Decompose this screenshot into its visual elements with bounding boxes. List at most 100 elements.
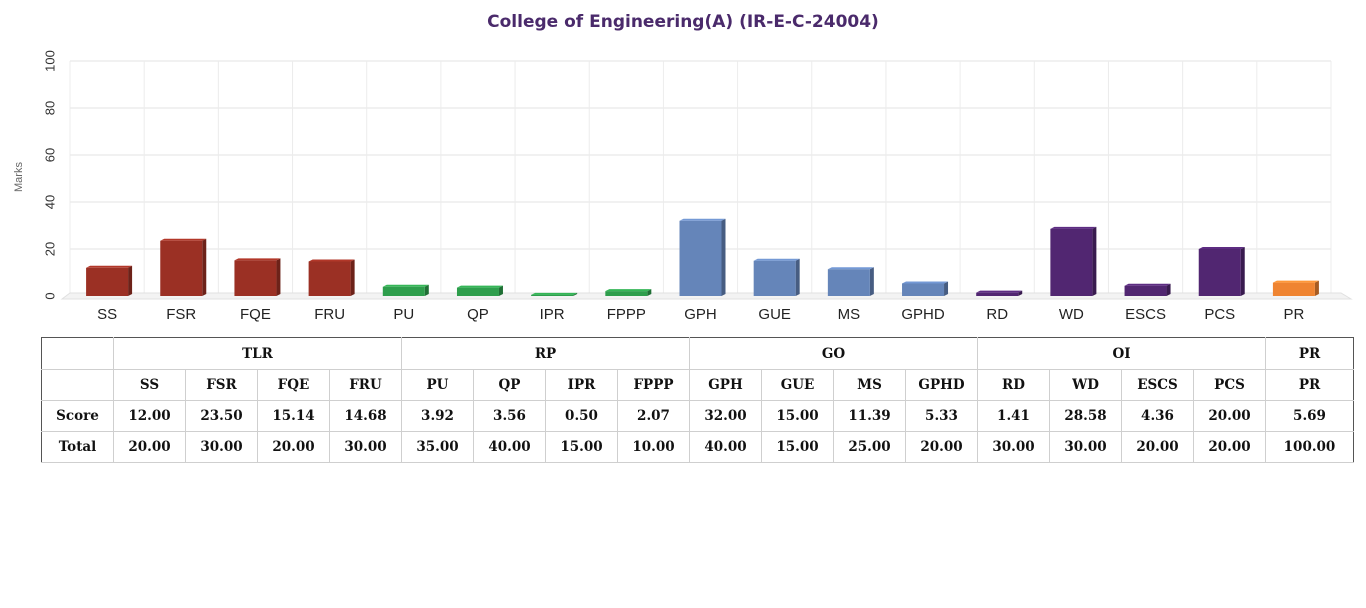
bar-top	[456, 285, 503, 288]
bar-top	[827, 267, 874, 270]
table-cell: 15.00	[761, 400, 834, 432]
bar-front	[531, 294, 574, 296]
table-cell: 2.07	[617, 400, 690, 432]
y-tick-label: 80	[43, 101, 58, 115]
table-cell: 30.00	[185, 431, 258, 463]
table-cell: 40.00	[473, 431, 546, 463]
table-row-score: Score 12.00 23.50 15.14 14.68 3.92 3.56 0.50 2.0…	[41, 400, 1354, 432]
bar-front	[827, 269, 870, 296]
bar-fsr	[160, 238, 207, 296]
bar-fppp	[605, 289, 652, 296]
column-header-qp: QP	[473, 369, 546, 401]
bar-top	[1050, 226, 1097, 229]
bar-side	[424, 284, 429, 296]
group-header-oi: OI	[977, 337, 1266, 370]
column-header-fppp: FPPP	[617, 369, 690, 401]
bar-pr	[1272, 280, 1319, 296]
table-cell: 12.00	[113, 400, 186, 432]
bar-ms	[827, 267, 874, 296]
bar-front	[308, 261, 351, 296]
bar-side	[721, 218, 726, 296]
table-cell: 5.69	[1265, 400, 1354, 432]
x-tick-label: FQE	[240, 306, 271, 323]
bar-top	[902, 281, 949, 284]
table-cell: 20.00	[257, 431, 330, 463]
table-row-total: Total 20.00 30.00 20.00 30.00 35.00 40.00 15.00…	[41, 431, 1354, 463]
x-tick-label: WD	[1059, 306, 1084, 323]
bar-top	[605, 289, 652, 292]
marks-table: TLR RP GO OI PR SS FSR FQE FRU PU QP IPR FPPP GPH GUE M…	[41, 337, 1354, 463]
bar-front	[86, 267, 129, 296]
bar-top	[976, 290, 1023, 293]
bar-qp	[456, 285, 503, 296]
bar-escs	[1124, 283, 1171, 296]
column-header-ipr: IPR	[545, 369, 618, 401]
bar-side	[128, 265, 133, 296]
column-header-ss: SS	[113, 369, 186, 401]
column-header-gue: GUE	[761, 369, 834, 401]
bar-front	[382, 286, 425, 296]
table-corner-cell	[41, 369, 114, 401]
bar-wd	[1050, 226, 1097, 296]
group-header-pr: PR	[1265, 337, 1354, 370]
x-tick-label: QP	[467, 306, 489, 323]
column-header-fru: FRU	[329, 369, 402, 401]
bar-side	[795, 258, 800, 296]
x-tick-label: FSR	[166, 306, 196, 323]
table-cell: 11.39	[833, 400, 906, 432]
bar-top	[382, 284, 429, 287]
bar-side	[944, 281, 949, 296]
bar-side	[276, 258, 281, 296]
bar-top	[234, 258, 281, 261]
bar-side	[350, 259, 355, 296]
bar-top	[531, 292, 578, 295]
bar-side	[1314, 280, 1319, 296]
bar-top	[1124, 283, 1171, 286]
bar-pcs	[1198, 247, 1245, 296]
bar-top	[160, 238, 207, 241]
column-header-pr: PR	[1265, 369, 1354, 401]
table-corner-cell	[41, 337, 114, 370]
x-tick-label: PR	[1283, 306, 1304, 323]
table-cell: 25.00	[833, 431, 906, 463]
y-tick-label: 0	[43, 292, 58, 299]
x-tick-label: MS	[838, 306, 861, 323]
bar-front	[679, 220, 722, 296]
x-tick-label: RD	[986, 306, 1008, 323]
x-tick-label: GPH	[684, 306, 717, 323]
bar-front	[456, 287, 499, 296]
bar-front	[976, 292, 1019, 296]
bar-front	[1272, 282, 1315, 296]
bar-front	[1050, 228, 1093, 296]
bar-side	[1092, 226, 1097, 296]
table-cell: 14.68	[329, 400, 402, 432]
y-tick-label: 100	[43, 50, 58, 72]
bar-side	[1018, 290, 1023, 296]
y-tick-label: 40	[43, 195, 58, 209]
bar-pu	[382, 284, 429, 296]
table-cell: 100.00	[1265, 431, 1354, 463]
bar-side	[498, 285, 503, 296]
bar-side	[1240, 247, 1245, 296]
column-header-fqe: FQE	[257, 369, 330, 401]
table-cell: 28.58	[1049, 400, 1122, 432]
bar-front	[1124, 285, 1167, 296]
y-tick-label: 20	[43, 242, 58, 256]
chart-title: College of Engineering(A) (IR-E-C-24004)	[487, 12, 879, 32]
table-cell: 20.00	[1193, 400, 1266, 432]
column-header-fsr: FSR	[185, 369, 258, 401]
table-cell: 0.50	[545, 400, 618, 432]
bar-fqe	[234, 258, 281, 296]
column-header-escs: ESCS	[1121, 369, 1194, 401]
table-cell: 3.92	[401, 400, 474, 432]
y-tick-label: 60	[43, 148, 58, 162]
table-cell: 15.00	[761, 431, 834, 463]
column-header-pcs: PCS	[1193, 369, 1266, 401]
bar-fru	[308, 259, 355, 296]
x-tick-label: FRU	[314, 306, 345, 323]
column-header-rd: RD	[977, 369, 1050, 401]
table-cell: 15.14	[257, 400, 330, 432]
row-label: Score	[41, 400, 114, 432]
table-cell: 3.56	[473, 400, 546, 432]
table-cell: 5.33	[905, 400, 978, 432]
